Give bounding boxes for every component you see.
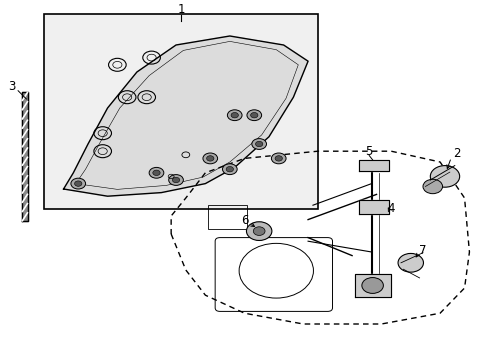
Text: 7: 7 [418, 244, 426, 257]
Circle shape [153, 170, 160, 175]
Text: 5: 5 [365, 145, 372, 158]
Circle shape [149, 167, 163, 178]
Circle shape [397, 253, 423, 272]
Circle shape [253, 227, 264, 235]
Circle shape [227, 110, 242, 121]
Text: 1: 1 [177, 3, 184, 15]
Circle shape [203, 153, 217, 164]
Circle shape [225, 166, 233, 172]
Circle shape [71, 178, 85, 189]
Bar [44, 14, 317, 209]
Circle shape [231, 112, 238, 118]
Bar [207, 205, 246, 229]
Circle shape [255, 141, 263, 147]
Polygon shape [354, 274, 390, 297]
Circle shape [206, 156, 214, 161]
Circle shape [172, 177, 180, 183]
Circle shape [274, 156, 282, 161]
Circle shape [271, 153, 285, 164]
Circle shape [222, 164, 237, 175]
Circle shape [74, 181, 82, 186]
Polygon shape [359, 160, 388, 171]
Circle shape [429, 166, 459, 187]
Polygon shape [359, 200, 388, 214]
Circle shape [246, 222, 271, 240]
Text: 6: 6 [240, 214, 248, 227]
Circle shape [250, 112, 258, 118]
Text: 2: 2 [452, 147, 460, 159]
Circle shape [361, 278, 383, 293]
Circle shape [251, 139, 266, 149]
Circle shape [422, 179, 442, 194]
Circle shape [168, 175, 183, 185]
Polygon shape [22, 92, 28, 221]
Polygon shape [63, 36, 307, 196]
Text: 3: 3 [8, 80, 16, 93]
Circle shape [246, 110, 261, 121]
Text: 4: 4 [386, 202, 394, 215]
